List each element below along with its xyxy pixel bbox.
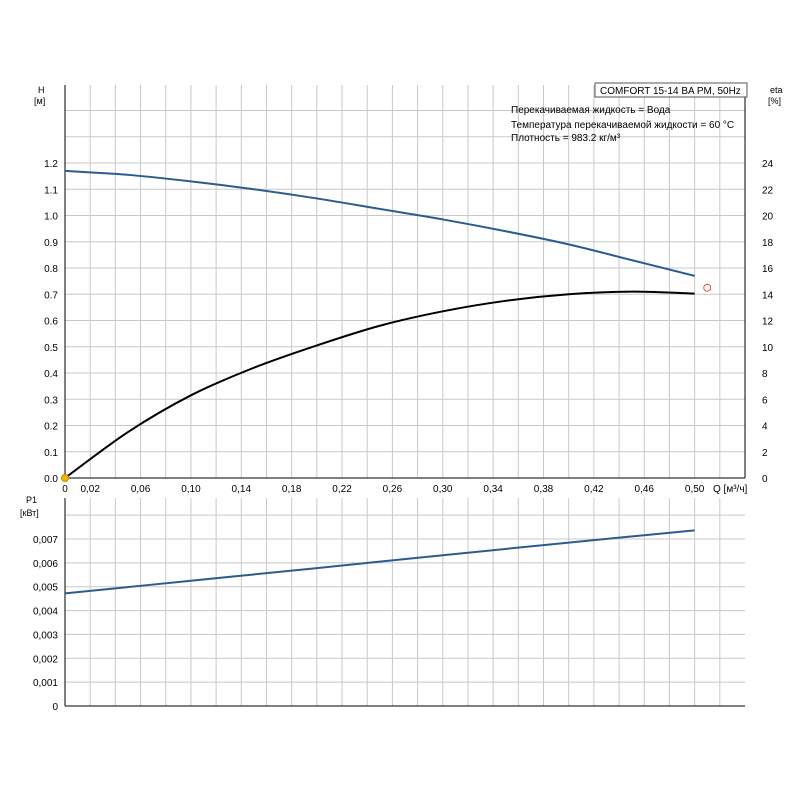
x-tick-label: 0 [62,484,68,495]
power-chart-tick-labels: 0 0,001 0,002 0,003 0,004 0,005 0,006 0,007 [33,535,58,713]
power-y-tick-label: 0 [52,702,58,713]
x-tick-label: 0,46 [635,484,655,495]
info-liquid: Перекачиваемая жидкость = Вода [511,105,671,116]
info-density: Плотность = 983.2 кг/м³ [511,133,621,144]
y-left-tick-label: 0.4 [44,369,58,380]
y-right-tick-label: 0 [762,474,768,485]
x-tick-label: 0,02 [80,484,100,495]
x-tick-label: 0,38 [534,484,554,495]
x-tick-label: 0,22 [332,484,352,495]
x-tick-label: 0,14 [232,484,252,495]
power-y-tick-label: 0,002 [33,654,58,665]
power-y-tick-label: 0,003 [33,630,58,641]
y-right-tick-label: 18 [762,238,774,249]
y-left-label-symbol: H [38,85,45,95]
power-y-tick-label: 0,001 [33,678,58,689]
y-right-tick-label: 22 [762,185,774,196]
top-chart-tick-labels: 0 0,02 0,06 0,10 0,14 0,18 0,22 0,26 0,30 0,34 0,3… [44,159,773,495]
chart-curves [64,169,695,595]
power-curve [64,529,695,595]
y-right-label-unit: [%] [768,96,781,106]
head-curve [64,169,695,277]
x-tick-label: 0,34 [483,484,503,495]
efficiency-curve [64,290,695,479]
y-left-tick-label: 1.1 [44,185,58,196]
y-right-tick-label: 2 [762,448,768,459]
y-right-tick-label: 8 [762,369,768,380]
y-right-tick-label: 4 [762,422,768,433]
y-right-tick-label: 20 [762,212,774,223]
y-left-tick-label: 0.9 [44,238,58,249]
y-right-tick-label: 24 [762,159,774,170]
y-left-tick-label: 0.8 [44,264,58,275]
power-y-tick-label: 0,004 [33,607,58,618]
power-y-label-symbol: P1 [26,495,37,505]
top-chart-grid [64,85,746,479]
x-tick-label: 0,06 [131,484,151,495]
y-right-tick-label: 12 [762,317,774,328]
best-efficiency-marker [703,283,712,292]
info-temperature: Температура перекачиваемой жидкости = 60… [511,120,734,131]
y-right-label-symbol: eta [770,85,783,95]
x-tick-label: 0,26 [383,484,403,495]
y-left-tick-label: 0.3 [44,395,58,406]
x-tick-label: 0,30 [433,484,453,495]
y-right-tick-label: 16 [762,264,774,275]
y-left-tick-label: 0.6 [44,317,58,328]
y-left-tick-label: 1.0 [44,212,58,223]
y-left-tick-label: 0.7 [44,290,58,301]
origin-marker [61,474,69,482]
y-right-tick-label: 14 [762,290,774,301]
power-y-tick-label: 0,007 [33,535,58,546]
power-y-tick-label: 0,006 [33,559,58,570]
chart-title: COMFORT 15-14 BA PM, 50Hz [600,86,741,97]
y-right-tick-label: 6 [762,395,768,406]
power-y-label-unit: [кВт] [20,508,39,518]
y-left-tick-label: 0.5 [44,343,58,354]
power-chart-grid [64,498,745,707]
y-left-tick-label: 1.2 [44,159,58,170]
y-left-tick-label: 0.0 [44,474,58,485]
power-y-tick-label: 0,005 [33,583,58,594]
x-tick-label: 0,50 [685,484,705,495]
y-right-tick-label: 10 [762,343,774,354]
y-left-tick-label: 0.2 [44,422,58,433]
y-left-tick-label: 0.1 [44,448,58,459]
x-tick-label: 0,42 [584,484,604,495]
chart-markers [61,283,712,482]
x-tick-label: 0,18 [282,484,302,495]
y-left-label-unit: [м] [34,96,45,106]
x-tick-label: 0,10 [181,484,201,495]
x-axis-label: Q [м³/ч] [713,484,748,495]
title-box [594,82,748,98]
